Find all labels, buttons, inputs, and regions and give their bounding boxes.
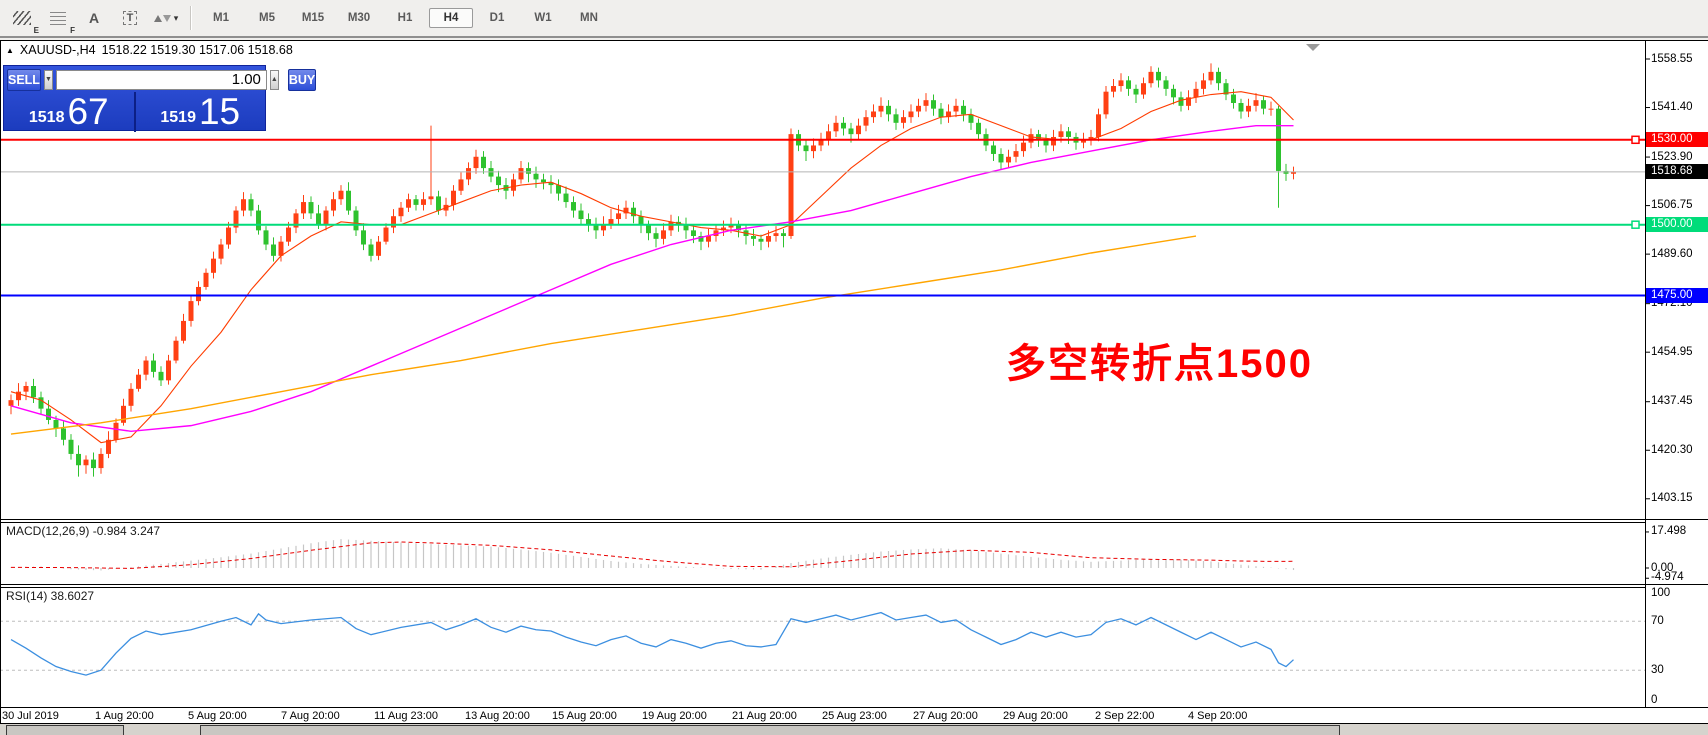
bid-price-main: 1518 (28, 109, 65, 126)
trade-controls-row: SELL ▼ ▲ BUY (4, 66, 317, 91)
ask-price-main: 1519 (160, 109, 196, 126)
rsi-axis-label: 0 (1651, 694, 1658, 706)
timeframe-button-H1[interactable]: H1 (397, 12, 413, 24)
bottom-strip-segment (200, 725, 1340, 735)
price-axis-label: 1403.15 (1651, 492, 1693, 505)
timeframe-button-M5[interactable]: M5 (259, 12, 275, 24)
date-axis-label: 11 Aug 23:00 (374, 710, 439, 722)
current-price-badge: 1518.68 (1646, 164, 1708, 180)
timeframe-button-M15[interactable]: M15 (301, 12, 325, 24)
timeframe-button-H4[interactable]: H4 (429, 8, 473, 28)
equidistant-channel-icon[interactable]: E (6, 4, 39, 35)
date-axis-label: 1 Aug 20:00 (95, 710, 154, 722)
buy-button[interactable]: BUY (287, 68, 317, 91)
date-axis-label: 19 Aug 20:00 (642, 710, 707, 722)
level-price-badge: 1475.00 (1646, 287, 1708, 303)
rsi-axis-label: 70 (1651, 614, 1664, 627)
drawing-tool-buttons: E F A T ▾ (0, 4, 184, 35)
timeframe-button-MN[interactable]: MN (580, 12, 598, 24)
symbol-period-label: XAUUSD-,H4 (19, 43, 96, 57)
timeframe-button-D1[interactable]: D1 (489, 12, 505, 24)
chart-annotation-text: 多空转折点1500 (1006, 342, 1313, 386)
bottom-strip-segment (6, 725, 124, 735)
bid-ask-display: 1518 67 1519 15 (4, 92, 265, 132)
rsi-axis-label: 30 (1651, 663, 1664, 676)
text-box-icon[interactable]: T (114, 4, 146, 32)
collapse-triangle-icon[interactable]: ▲ (6, 45, 14, 55)
timeframe-button-W1[interactable]: W1 (534, 12, 552, 24)
ask-price[interactable]: 1519 15 (136, 92, 266, 132)
date-axis-label: 15 Aug 20:00 (552, 710, 617, 722)
price-axis-label: 1506.75 (1651, 199, 1693, 212)
rsi-label: RSI(14) 38.6027 (6, 589, 95, 603)
date-axis-label: 2 Sep 22:00 (1095, 710, 1155, 722)
sell-button[interactable]: SELL (7, 68, 41, 91)
ask-price-pips: 15 (198, 91, 241, 132)
date-axis-label: 7 Aug 20:00 (281, 710, 340, 722)
text-label-icon[interactable]: A (88, 10, 100, 26)
toolbar-separator (190, 6, 192, 30)
level-price-badge: 1530.00 (1646, 132, 1708, 148)
macd-axis-label: -4.974 (1651, 571, 1684, 583)
date-axis-label: 29 Aug 20:00 (1003, 710, 1068, 722)
price-axis-label: 1454.95 (1651, 345, 1693, 358)
symbol-header: ▲ XAUUSD-,H4 1518.22 1519.30 1517.06 151… (6, 43, 293, 57)
bid-ask-divider (133, 92, 136, 132)
arrow-objects-icon[interactable]: ▾ (150, 4, 182, 32)
rsi-axis-label: 100 (1651, 587, 1671, 599)
date-axis-label: 4 Sep 20:00 (1188, 710, 1248, 722)
date-axis-label: 13 Aug 20:00 (465, 710, 530, 722)
volume-increase-button[interactable]: ▲ (269, 69, 279, 90)
timeframe-buttons: M1 M5 M15 M30 H1 H4 D1 W1 MN (198, 8, 612, 28)
date-axis-label: 27 Aug 20:00 (913, 710, 978, 722)
volume-decrease-button[interactable]: ▼ (43, 69, 53, 90)
level-price-badge: 1500.00 (1646, 217, 1708, 233)
macd-axis-label: 17.498 (1651, 525, 1687, 538)
date-axis-label: 21 Aug 20:00 (732, 710, 797, 722)
ohlc-values: 1518.22 1519.30 1517.06 1518.68 (101, 43, 293, 57)
macd-axis-label: 0.00 (1651, 561, 1674, 574)
date-axis-label: 25 Aug 23:00 (822, 710, 887, 722)
price-axis-label: 1437.45 (1651, 395, 1693, 408)
one-click-trading-panel: SELL ▼ ▲ BUY 1518 67 1519 15 (3, 65, 317, 132)
price-axis-label: 1523.90 (1651, 150, 1693, 163)
fibonacci-icon[interactable]: F (42, 4, 75, 35)
price-axis-label: 1489.60 (1651, 247, 1693, 260)
price-axis-label: 1420.30 (1651, 443, 1693, 456)
price-axis-label: 1558.55 (1651, 52, 1693, 65)
date-axis-label: 30 Jul 2019 (2, 710, 59, 722)
timeframe-button-M30[interactable]: M30 (347, 12, 371, 24)
bottom-window-strip (0, 724, 1708, 735)
bid-price-pips: 67 (67, 91, 109, 132)
macd-label: MACD(12,26,9) -0.984 3.247 (6, 524, 161, 538)
date-axis-label: 5 Aug 20:00 (188, 710, 247, 722)
volume-input[interactable] (55, 69, 267, 90)
timeframe-button-M1[interactable]: M1 (213, 12, 229, 24)
price-axis-label: 1541.40 (1651, 101, 1693, 114)
bid-price[interactable]: 1518 67 (4, 92, 134, 132)
toolbar: E F A T ▾ M1 M5 M15 M30 H1 H4 D1 W1 MN (0, 0, 1708, 38)
